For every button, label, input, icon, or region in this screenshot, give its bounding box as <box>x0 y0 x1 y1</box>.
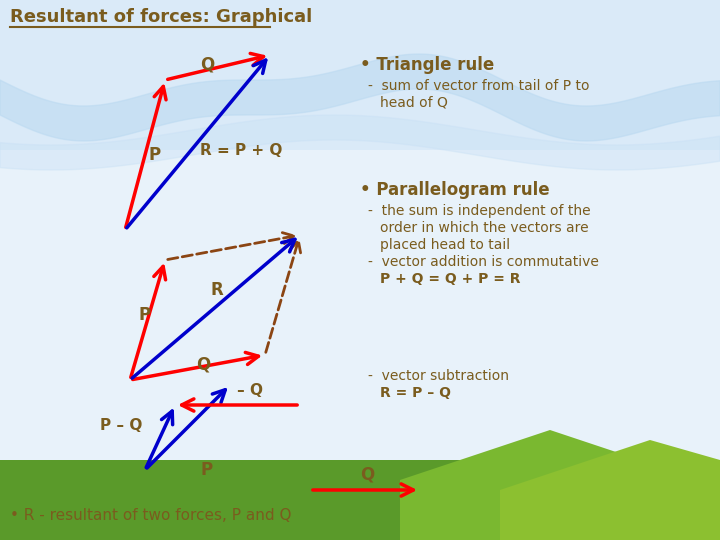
Polygon shape <box>0 0 720 180</box>
Text: • R - resultant of two forces, P and Q: • R - resultant of two forces, P and Q <box>10 508 292 523</box>
Text: placed head to tail: placed head to tail <box>380 238 510 252</box>
Text: Resultant of forces: Graphical: Resultant of forces: Graphical <box>10 8 312 26</box>
Text: • Parallelogram rule: • Parallelogram rule <box>360 181 549 199</box>
Text: Q: Q <box>360 466 374 484</box>
Polygon shape <box>0 460 720 540</box>
Polygon shape <box>0 150 720 460</box>
Text: order in which the vectors are: order in which the vectors are <box>380 221 589 235</box>
Text: P: P <box>138 306 150 324</box>
Text: -  the sum is independent of the: - the sum is independent of the <box>368 204 590 218</box>
Text: • Triangle rule: • Triangle rule <box>360 56 494 74</box>
Text: P + Q = Q + P = R: P + Q = Q + P = R <box>380 272 521 286</box>
Text: – Q: – Q <box>237 383 263 398</box>
Polygon shape <box>500 440 720 540</box>
Text: Q: Q <box>200 56 215 74</box>
Text: -  vector addition is commutative: - vector addition is commutative <box>368 255 599 269</box>
Polygon shape <box>400 430 700 540</box>
Text: P – Q: P – Q <box>100 418 143 433</box>
Text: R = P + Q: R = P + Q <box>200 143 282 158</box>
Text: Q: Q <box>196 356 210 374</box>
Text: R = P – Q: R = P – Q <box>380 386 451 400</box>
Text: R: R <box>210 281 222 299</box>
Text: head of Q: head of Q <box>380 96 448 110</box>
Text: P: P <box>200 461 212 479</box>
Text: -  vector subtraction: - vector subtraction <box>368 369 509 383</box>
Text: P: P <box>148 146 160 164</box>
Polygon shape <box>0 0 720 400</box>
Text: -  sum of vector from tail of P to: - sum of vector from tail of P to <box>368 79 590 93</box>
